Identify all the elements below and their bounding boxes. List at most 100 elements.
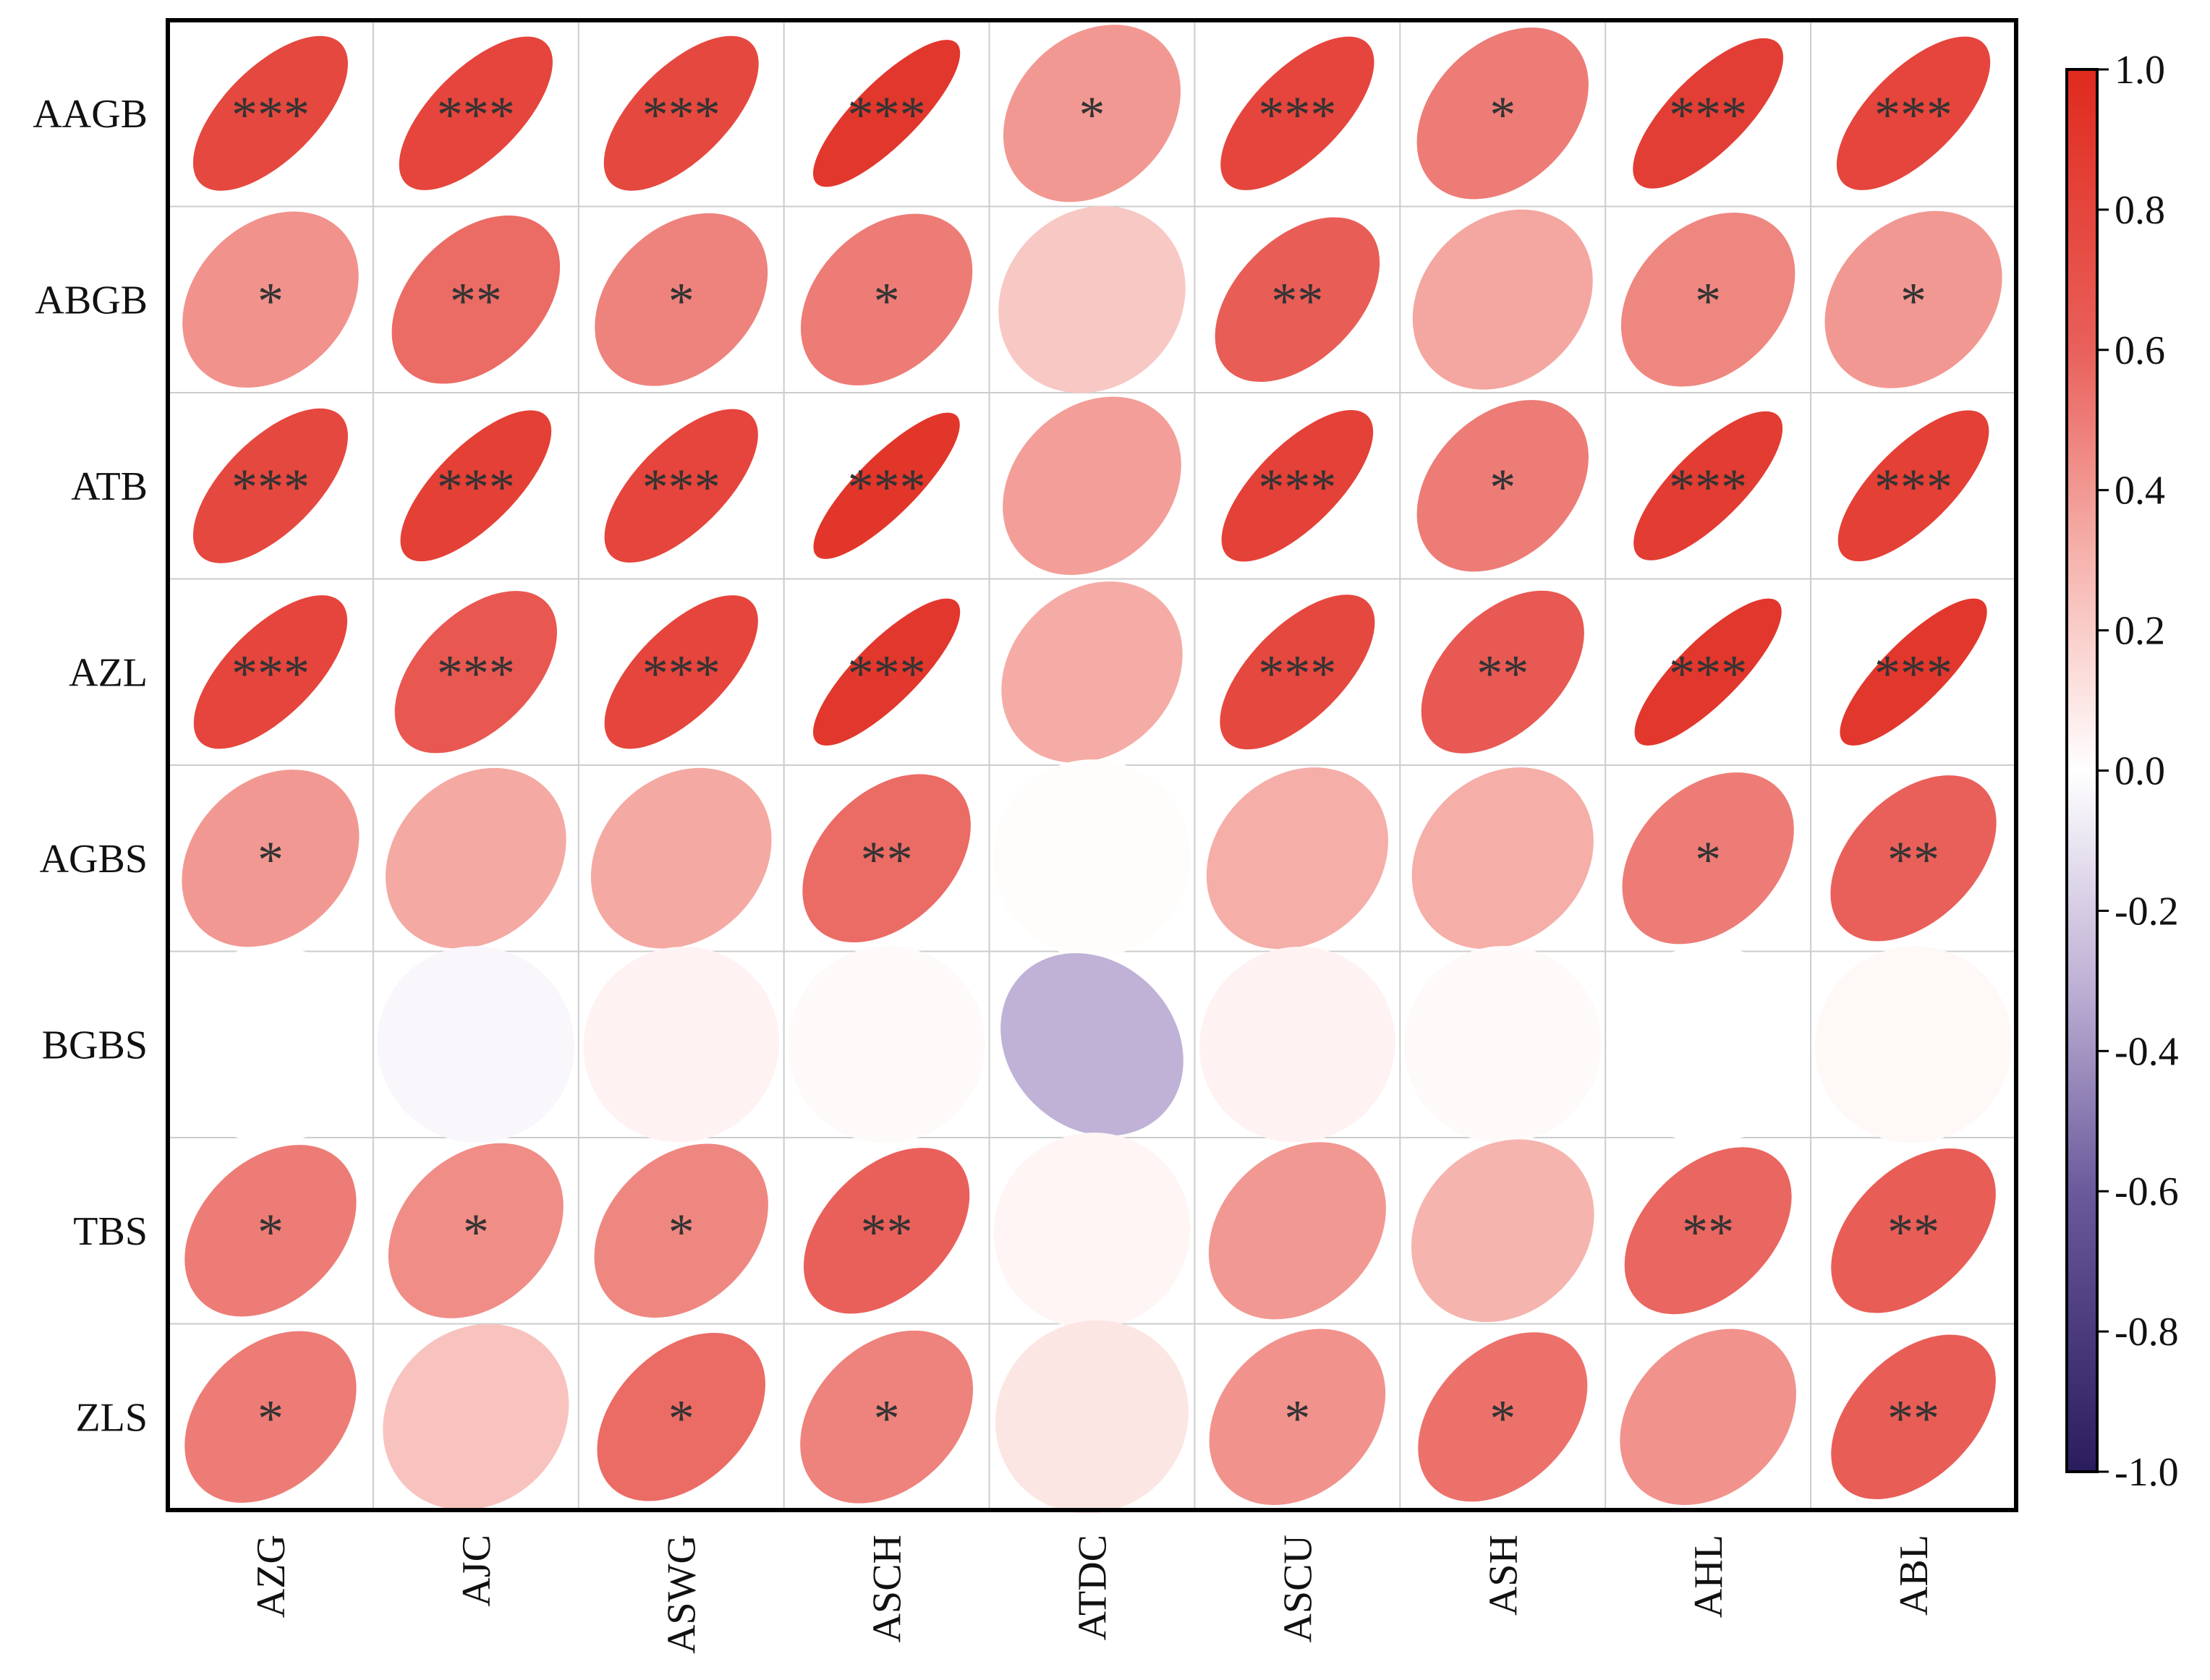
cell-ABGB-ASH [1412,209,1593,390]
correlation-ellipse [594,1143,768,1318]
cell-ZLS-ASCU: * [1209,1329,1386,1506]
significance-label: * [1695,831,1721,889]
correlation-ellipse [1003,25,1181,202]
colorbar-tick-label: -0.6 [2115,1169,2179,1214]
cell-ATB-ATDC [1003,396,1181,576]
cell-ATB-AZG: *** [192,408,348,563]
correlation-ellipse [1836,36,1991,190]
cell-ABGB-AJC: ** [391,216,561,384]
correlation-ellipse [1831,1334,1996,1500]
cell-ABGB-ABL: * [1824,210,2002,388]
cell-AZL-ASWG: *** [604,595,758,749]
significance-label: *** [1258,644,1336,702]
correlation-ellipse [192,35,348,191]
correlation-ellipse [604,595,758,749]
correlation-ellipse [583,946,779,1143]
cell-AAGB-ASCU: *** [1220,36,1374,190]
correlation-ellipse [1633,38,1784,189]
correlation-ellipse [1633,411,1783,560]
row-label-AAGB: AAGB [33,92,148,137]
cell-ZLS-ASWG: * [597,1333,765,1501]
cell-ZLS-AZG: * [184,1331,357,1503]
cell-ATB-ASCH: *** [813,412,960,559]
correlation-ellipse [388,1143,564,1318]
cell-ATB-ABL: *** [1837,410,1989,562]
cell-AZL-ATDC [1001,581,1183,763]
significance-label: * [1489,459,1516,516]
column-label-AJC: AJC [454,1535,499,1607]
cell-BGBS-AZG [171,945,370,1144]
significance-label: * [1284,1389,1310,1447]
correlation-ellipse [1840,598,1987,746]
significance-label: * [1489,86,1516,144]
cell-AZL-AZG: *** [193,595,348,749]
cell-TBS-AZG: * [184,1145,357,1317]
significance-label: * [668,272,694,330]
cell-AGBS-ASH [1411,767,1594,950]
cell-ATB-AJC: *** [400,410,552,562]
significance-label: *** [1258,86,1336,144]
colorbar-tick-label: 0.2 [2115,609,2165,654]
cell-AAGB-ASH: * [1416,27,1589,200]
correlation-ellipse [1003,396,1181,576]
cell-AAGB-AJC: *** [399,36,553,190]
correlation-ellipse [386,767,566,949]
significance-label: * [668,1203,694,1261]
row-labels: AAGB ABGB ATB AZL AGBS BGBS TBS ZLS [33,92,148,1441]
cell-ABGB-ATDC [998,206,1186,393]
cell-ABGB-ASCH: * [800,213,973,385]
correlation-ellipse [184,1331,357,1503]
significance-label: * [668,1389,694,1447]
correlation-ellipse [1220,36,1374,190]
cell-TBS-ATDC [993,1133,1191,1329]
cell-BGBS-ASCH [788,945,985,1143]
correlation-ellipse [1403,945,1602,1143]
colorbar-scale [2065,68,2099,1473]
significance-label: ** [1887,1389,1939,1447]
row-label-TBS: TBS [73,1209,148,1254]
significance-label: * [258,831,284,889]
correlation-ellipse [184,1145,357,1317]
column-label-ASWG: ASWG [660,1535,705,1654]
significance-label: *** [437,86,515,144]
colorbar: 1.0 0.8 0.6 0.4 0.2 0.0 -0.2 -0.4 -0.6 -0.8 -1.0 [2065,48,2179,1495]
significance-label: ** [1682,1203,1734,1261]
significance-label: * [874,1389,900,1447]
significance-label: ** [1887,1203,1939,1261]
correlation-ellipse [998,206,1186,393]
significance-label: *** [1874,459,1952,516]
cell-BGBS-ASH [1403,945,1602,1143]
correlation-ellipse [604,409,758,563]
correlation-ellipse [595,213,768,386]
cell-AZL-ASCU: *** [1220,594,1375,750]
correlation-ellipse [995,1320,1189,1514]
significance-label: ** [1271,272,1323,330]
cell-AGBS-ATDC [993,759,1191,958]
correlation-ellipse [1634,598,1782,746]
correlation-ellipse [1620,1329,1796,1506]
cell-ATB-ASCU: *** [1221,409,1374,562]
cell-AGBS-AHL: * [1622,772,1794,945]
correlation-ellipse [1215,217,1380,383]
cell-BGBS-AHL [1609,945,1808,1144]
correlation-ellipse [993,759,1191,958]
cell-ZLS-ASH: * [1418,1332,1588,1502]
correlation-ellipse [813,598,961,746]
cell-BGBS-ASWG [583,946,779,1143]
colorbar-tick-label: 0.0 [2115,749,2165,794]
column-label-ASCH: ASCH [865,1535,910,1642]
significance-label: *** [642,459,721,516]
row-label-ABGB: ABGB [35,278,148,323]
colorbar-tick-label: 0.6 [2115,328,2165,373]
significance-label: ** [1887,831,1939,889]
row-label-AZL: AZL [69,650,148,695]
significance-label: ** [861,1203,913,1261]
plot-border [166,18,2018,1512]
correlation-ellipse [1418,1332,1588,1502]
row-label-AGBS: AGBS [40,837,148,882]
significance-label: * [258,1203,284,1261]
correlation-ellipse [182,769,360,947]
correlation-ellipse [383,1323,569,1510]
cell-ATB-AHL: *** [1633,411,1783,560]
significance-label: *** [1874,644,1952,702]
